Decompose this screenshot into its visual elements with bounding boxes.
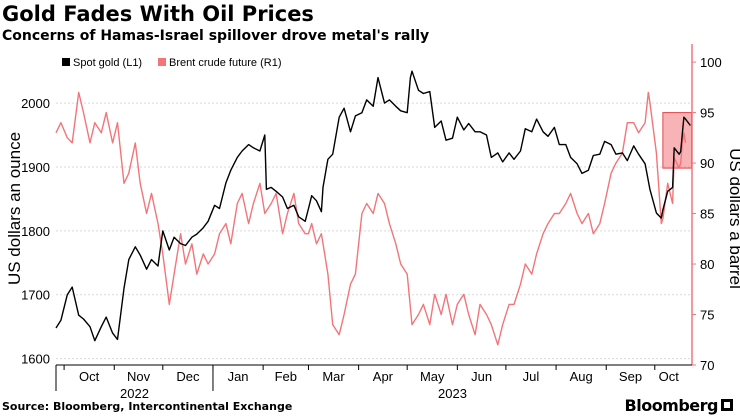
left-axis-title: US dollars an ounce [5,132,24,285]
year-label-0: 2022 [120,386,149,401]
left-tick-2000: 2000 [21,96,50,111]
legend: Spot gold (L1) Brent crude future (R1) [62,57,282,69]
month-label-11: Sep [619,369,642,384]
source-note: Source: Bloomberg, Intercontinental Exch… [2,400,293,413]
brand-mark-icon [721,399,733,411]
right-tick-70: 70 [700,358,714,373]
right-axis-title: US dollars a barrel [726,148,740,289]
month-label-0: Oct [79,369,100,384]
month-label-2: Dec [176,369,200,384]
month-label-1: Nov [127,369,151,384]
legend-swatch-brent [158,58,166,66]
month-label-4: Feb [275,369,297,384]
chart-title: Gold Fades With Oil Prices [2,2,314,26]
left-tick-1800: 1800 [21,224,50,239]
month-label-6: Apr [373,369,394,384]
axes: 1600 1700 1800 1900 2000 70 75 80 85 90 95 100 Oct No… [5,44,740,401]
month-label-5: Mar [322,369,345,384]
series-brent [55,91,687,346]
left-tick-1700: 1700 [21,288,50,303]
left-tick-1600: 1600 [21,352,50,367]
right-tick-85: 85 [700,207,714,222]
gold-line [55,70,691,342]
brent-line [55,91,687,346]
month-label-7: May [420,369,445,384]
chart-subtitle: Concerns of Hamas-Israel spillover drove… [2,28,430,44]
right-tick-95: 95 [700,106,714,121]
year-label-1: 2023 [438,386,467,401]
legend-label-brent: Brent crude future (R1) [169,57,282,69]
legend-swatch-gold [62,58,70,66]
month-label-10: Aug [570,369,593,384]
brand-logo: Bloomberg [624,396,719,415]
month-label-3: Jan [228,369,249,384]
right-tick-80: 80 [700,257,714,272]
gridlines [56,102,692,360]
right-tick-90: 90 [700,156,714,171]
month-label-9: Jul [523,369,540,384]
series-gold [55,70,691,342]
legend-label-gold: Spot gold (L1) [73,57,142,69]
right-tick-100: 100 [700,55,722,70]
month-label-8: Jun [471,369,492,384]
month-label-12: Oct [659,369,680,384]
right-tick-75: 75 [700,308,714,323]
left-tick-1900: 1900 [21,160,50,175]
